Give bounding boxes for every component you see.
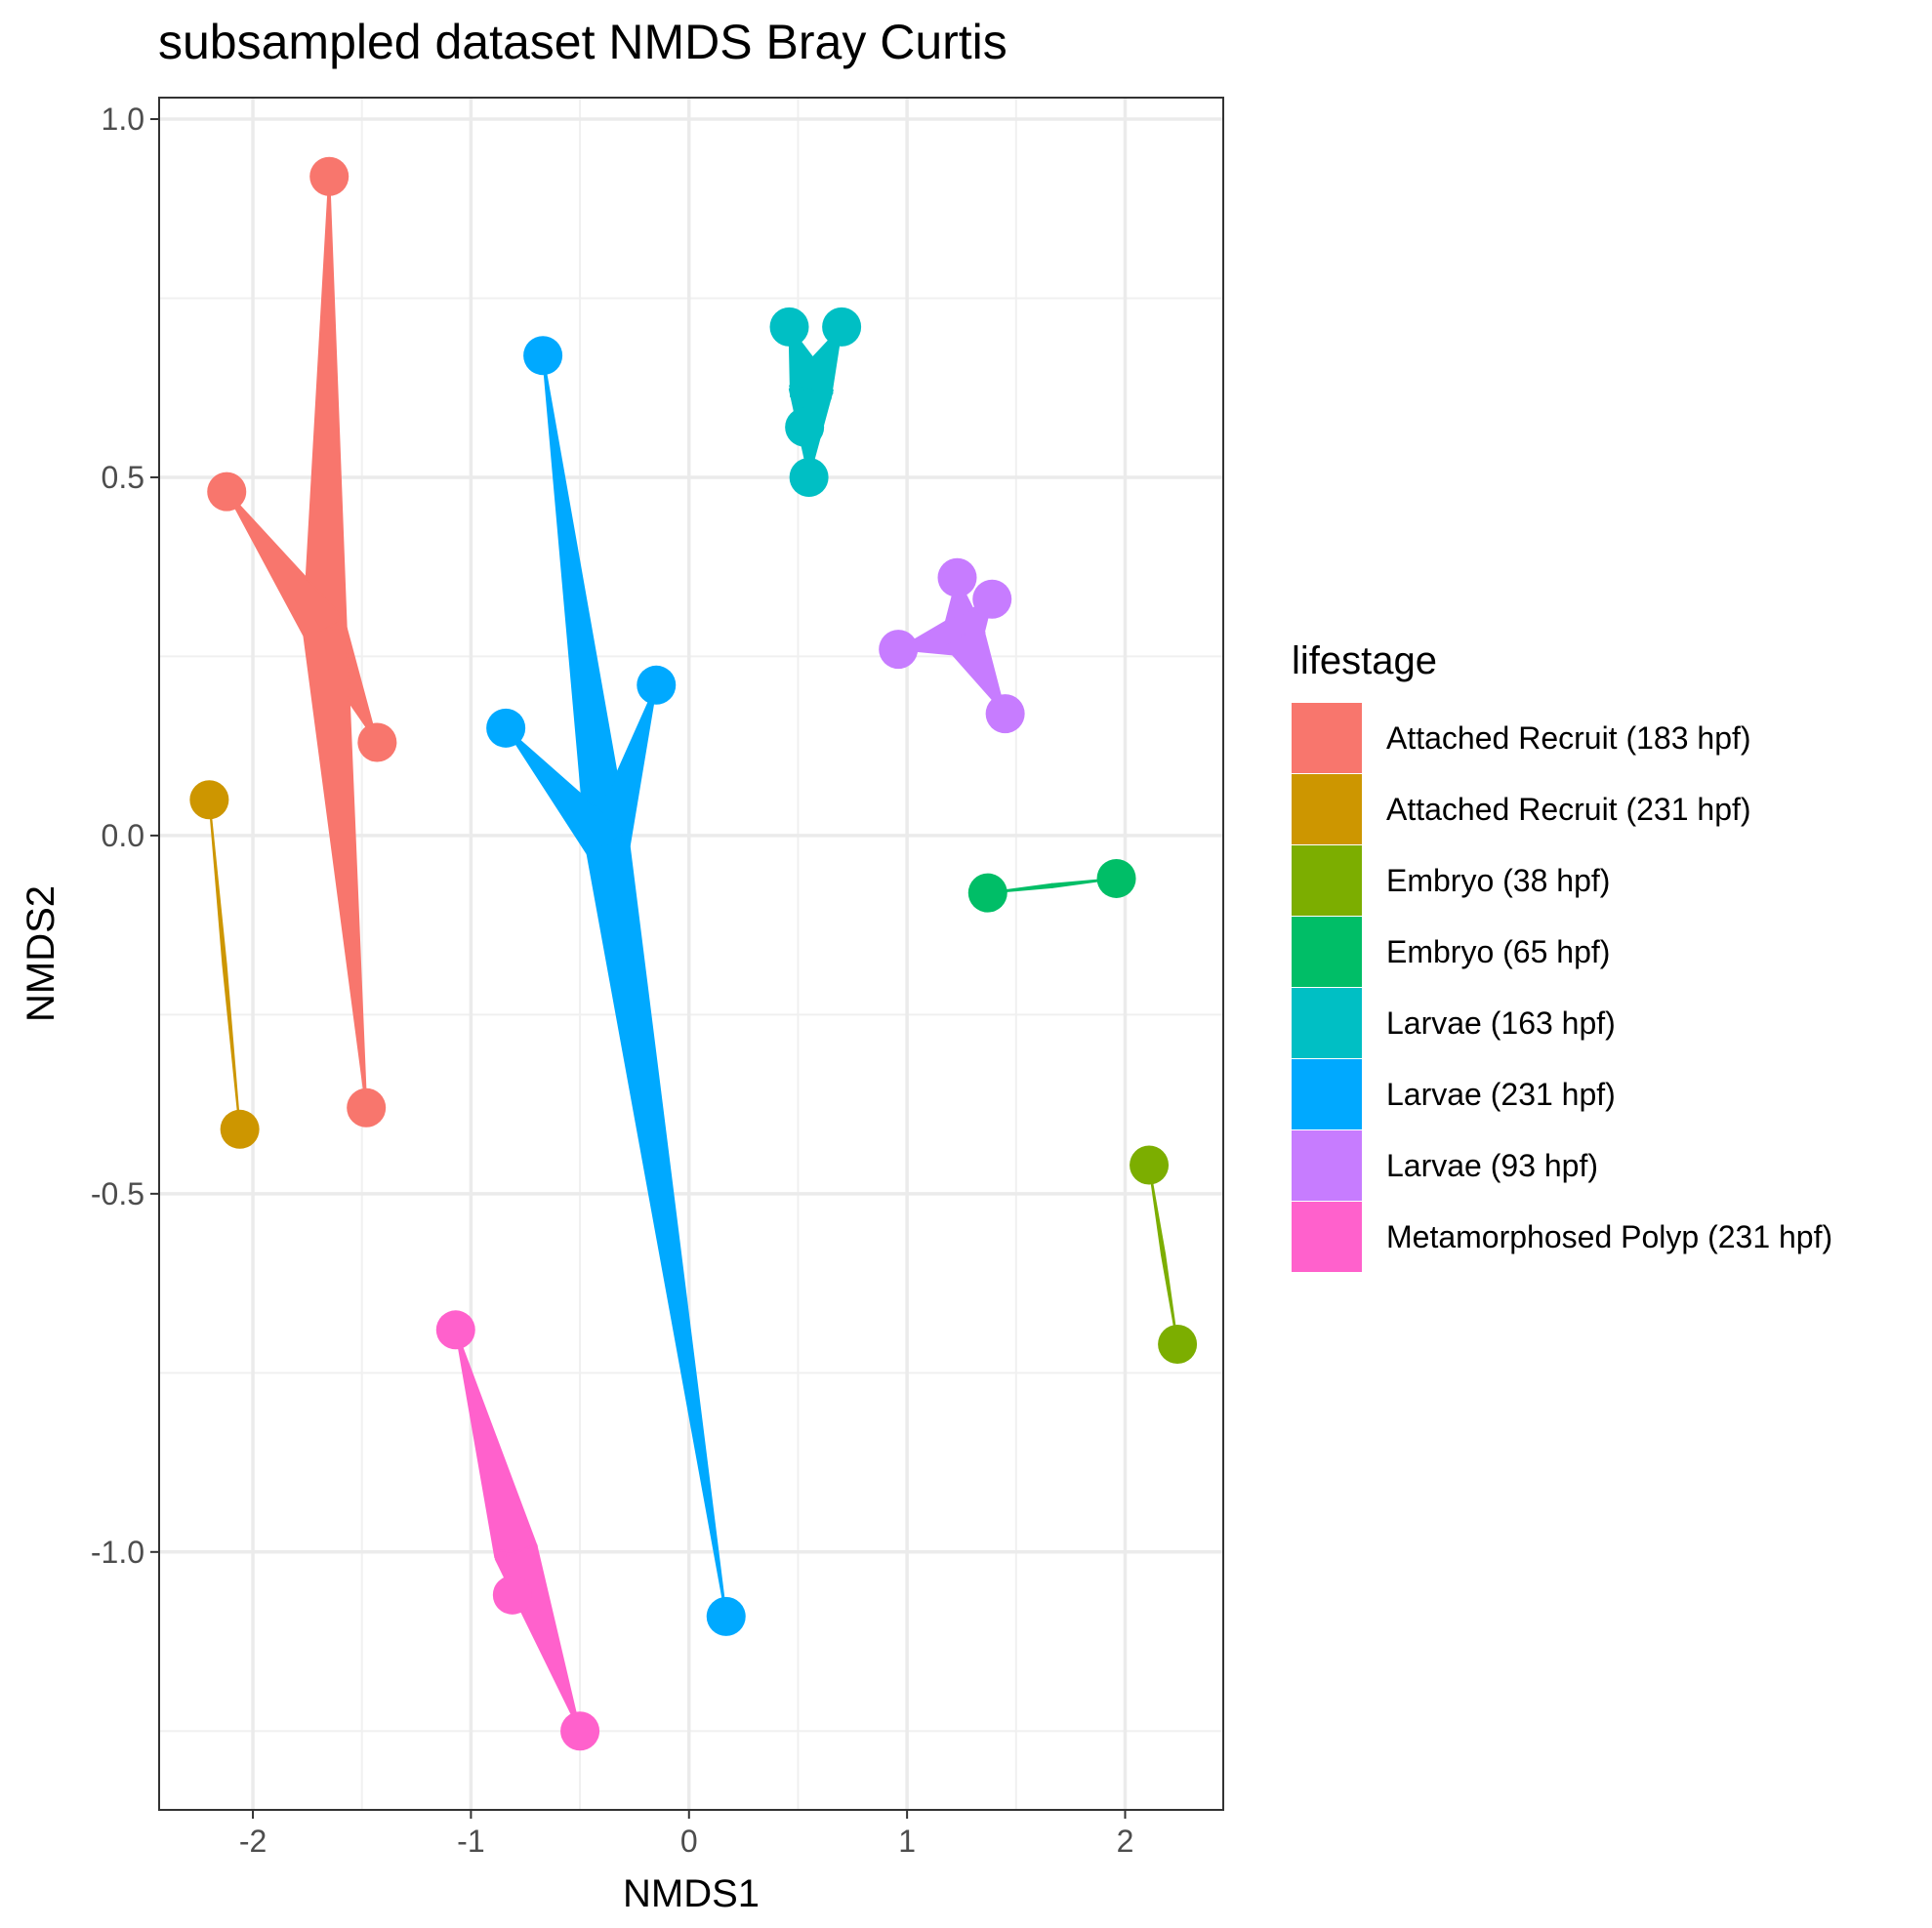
legend-label: Metamorphosed Polyp (231 hpf) (1386, 1219, 1832, 1254)
data-point (1158, 1324, 1198, 1364)
x-axis: -2 -1 0 1 2 (239, 1810, 1134, 1859)
x-axis-title: NMDS1 (623, 1872, 760, 1915)
series-group (967, 858, 1136, 913)
x-tick-label: 1 (898, 1824, 916, 1859)
y-tick-label: 0.5 (102, 460, 144, 495)
data-point (560, 1711, 600, 1751)
data-point (486, 708, 526, 748)
spider-segment (1161, 1252, 1179, 1345)
legend-item: Attached Recruit (231 hpf) (1292, 774, 1751, 844)
legend: lifestage Attached Recruit (183 hpf)Atta… (1292, 639, 1832, 1272)
series-group (769, 307, 862, 497)
x-tick-label: -2 (239, 1824, 267, 1859)
legend-label: Attached Recruit (231 hpf) (1386, 792, 1751, 827)
spider-segment (222, 963, 241, 1130)
data-point (972, 579, 1012, 619)
data-point (769, 307, 809, 347)
series-group (435, 1310, 600, 1751)
chart-title: subsampled dataset NMDS Bray Curtis (158, 15, 1007, 69)
series-group (1130, 1145, 1198, 1364)
legend-label: Larvae (163 hpf) (1386, 1005, 1616, 1041)
legend-label: Embryo (65 hpf) (1386, 934, 1610, 969)
legend-title: lifestage (1292, 639, 1437, 682)
legend-key (1292, 1202, 1362, 1272)
series-group (879, 557, 1025, 734)
legend-item: Larvae (231 hpf) (1292, 1059, 1616, 1129)
series-group (207, 156, 397, 1128)
legend-key (1292, 703, 1362, 773)
legend-key (1292, 1059, 1362, 1129)
legend-key (1292, 1130, 1362, 1201)
legend-item: Embryo (65 hpf) (1292, 917, 1610, 987)
legend-item: Larvae (163 hpf) (1292, 988, 1616, 1058)
data-point (706, 1596, 746, 1636)
data-point (879, 630, 919, 670)
data-point (785, 407, 825, 447)
data-point (789, 457, 829, 497)
data-point (220, 1109, 260, 1149)
series-group (486, 336, 746, 1636)
legend-items: Attached Recruit (183 hpf) Attached Recru… (1292, 703, 1832, 1272)
legend-item: Attached Recruit (183 hpf) (1292, 703, 1751, 773)
data-point (523, 336, 563, 376)
data-point (492, 1575, 532, 1615)
series-group (189, 780, 260, 1149)
data-point (1096, 858, 1136, 898)
y-tick-label: -0.5 (91, 1176, 144, 1211)
y-tick-label: 0.0 (102, 818, 144, 853)
legend-label: Embryo (38 hpf) (1386, 863, 1610, 898)
legend-key (1292, 845, 1362, 916)
data-point (822, 307, 862, 347)
legend-item: Metamorphosed Polyp (231 hpf) (1292, 1202, 1832, 1272)
data-point (435, 1310, 475, 1350)
data-point (189, 780, 229, 820)
data-point (637, 665, 677, 705)
y-tick-label: 1.0 (102, 102, 144, 137)
series-layer (189, 156, 1198, 1751)
y-axis: -1.0 -0.5 0.0 0.5 1.0 (91, 102, 159, 1570)
x-tick-label: -1 (457, 1824, 484, 1859)
legend-label: Larvae (93 hpf) (1386, 1148, 1598, 1183)
y-tick-label: -1.0 (91, 1535, 144, 1570)
data-point (985, 694, 1025, 734)
x-tick-label: 2 (1117, 1824, 1134, 1859)
legend-key (1292, 988, 1362, 1058)
legend-item: Larvae (93 hpf) (1292, 1130, 1598, 1201)
y-axis-title: NMDS2 (20, 885, 62, 1022)
data-point (967, 873, 1007, 913)
data-point (207, 472, 247, 512)
data-point (1130, 1145, 1170, 1185)
x-tick-label: 0 (680, 1824, 698, 1859)
legend-label: Attached Recruit (183 hpf) (1386, 720, 1751, 756)
spider-segment (585, 841, 727, 1618)
legend-key (1292, 917, 1362, 987)
legend-item: Embryo (38 hpf) (1292, 845, 1610, 916)
data-point (937, 557, 977, 597)
legend-key (1292, 774, 1362, 844)
grid-lines (159, 98, 1223, 1810)
legend-label: Larvae (231 hpf) (1386, 1077, 1616, 1112)
data-point (309, 156, 349, 196)
data-point (347, 1087, 387, 1128)
data-point (357, 722, 397, 762)
plot-border (158, 97, 1224, 1811)
spider-segment (302, 627, 368, 1109)
spider-segment (943, 624, 1007, 716)
